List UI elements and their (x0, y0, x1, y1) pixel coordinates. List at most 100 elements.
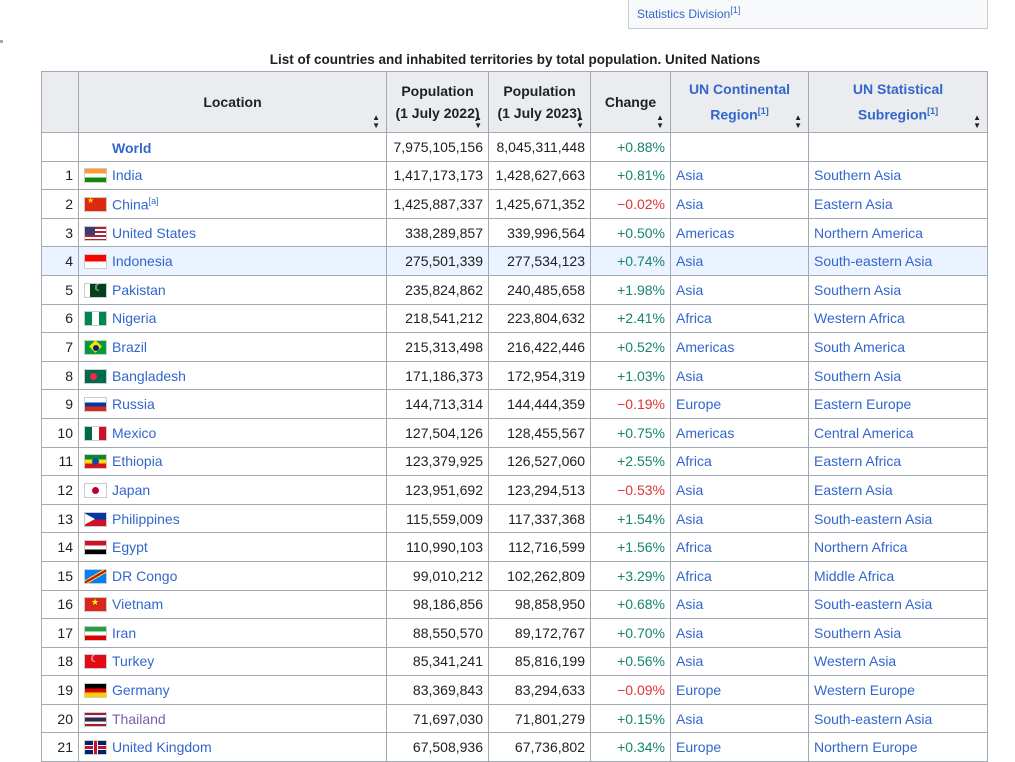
subregion-link[interactable]: Southern Asia (814, 367, 902, 384)
flag-eg-icon[interactable] (84, 540, 107, 556)
country-link[interactable]: India (112, 167, 143, 184)
subregion-link[interactable]: Eastern Asia (814, 195, 893, 212)
country-link[interactable]: Russia (112, 396, 155, 413)
flag-br-icon[interactable] (84, 339, 107, 355)
sort-arrows-icon[interactable]: ▲ ▼ (474, 113, 482, 130)
country-link[interactable]: Nigeria (112, 310, 157, 327)
statistical-subregion-label[interactable]: UN Statistical (852, 81, 944, 98)
subregion-link[interactable]: Southern Asia (814, 167, 902, 184)
subregion-link[interactable]: Central America (814, 424, 914, 441)
country-link[interactable]: China (112, 196, 149, 213)
subregion-link[interactable]: Eastern Africa (814, 453, 902, 470)
statistical-subregion-label-2[interactable]: Subregion (857, 106, 928, 123)
subregion-link[interactable]: South-eastern Asia (814, 710, 933, 727)
subregion-link[interactable]: Northern Africa (814, 539, 908, 556)
region-link[interactable]: Asia (676, 367, 704, 384)
subregion-link[interactable]: South-eastern Asia (814, 510, 933, 527)
flag-de-icon[interactable] (84, 683, 107, 699)
subregion-link[interactable]: Northern Europe (814, 739, 918, 756)
flag-us-icon[interactable] (84, 225, 107, 241)
location-header[interactable]: Location ▲ ▼ (78, 71, 387, 133)
region-link[interactable]: Europe (676, 739, 722, 756)
footnote-ref[interactable]: [a] (148, 195, 159, 206)
flag-tr-icon[interactable] (84, 654, 107, 670)
flag-ng-icon[interactable] (84, 311, 107, 327)
subregion-link[interactable]: Southern Asia (814, 281, 902, 298)
country-link[interactable]: Bangladesh (112, 367, 186, 384)
flag-vn-icon[interactable] (84, 597, 107, 613)
region-link[interactable]: Asia (676, 481, 704, 498)
flag-ph-icon[interactable] (84, 511, 107, 527)
flag-id-icon[interactable] (84, 254, 107, 270)
flag-cn-icon[interactable] (84, 196, 107, 213)
country-link[interactable]: Mexico (112, 424, 157, 441)
country-link[interactable]: United Kingdom (112, 739, 212, 756)
region-link[interactable]: Asia (676, 253, 704, 270)
region-link[interactable]: Asia (676, 653, 704, 670)
region-link[interactable]: Europe (676, 396, 722, 413)
region-link[interactable]: Asia (676, 624, 704, 641)
continental-region-ref[interactable]: [1] (757, 106, 769, 117)
region-link[interactable]: Asia (676, 281, 704, 298)
world-link[interactable]: World (112, 139, 152, 156)
country-link[interactable]: United States (112, 224, 197, 241)
country-link[interactable]: Germany (112, 682, 170, 699)
continental-region-label[interactable]: UN Continental (688, 81, 791, 98)
subregion-link[interactable]: South America (814, 338, 906, 355)
sort-arrows-icon[interactable]: ▲ ▼ (576, 113, 584, 130)
subregion-link[interactable]: Middle Africa (814, 567, 895, 584)
flag-in-icon[interactable] (84, 168, 107, 184)
subregion-link[interactable]: Western Africa (814, 310, 905, 327)
flag-bd-icon[interactable] (84, 368, 107, 384)
flag-mx-icon[interactable] (84, 425, 107, 441)
subregion-link[interactable]: Northern America (814, 224, 923, 241)
subregion-link[interactable]: Southern Asia (814, 624, 902, 641)
sort-arrows-icon[interactable]: ▲ ▼ (656, 113, 664, 130)
statistical-subregion-ref[interactable]: [1] (927, 106, 939, 117)
country-link[interactable]: Ethiopia (112, 453, 163, 470)
country-link[interactable]: Egypt (112, 539, 148, 556)
population-2022-header[interactable]: Population (1 July 2022) ▲ ▼ (386, 71, 489, 133)
subregion-link[interactable]: Eastern Asia (814, 481, 893, 498)
continental-region-header[interactable]: UN Continental Region[1] ▲ ▼ (670, 71, 809, 133)
region-link[interactable]: Asia (676, 596, 704, 613)
country-link[interactable]: Iran (112, 624, 137, 641)
statistical-subregion-header[interactable]: UN Statistical Subregion[1] ▲ ▼ (808, 71, 988, 133)
region-link[interactable]: Africa (676, 567, 712, 584)
flag-ir-icon[interactable] (84, 625, 107, 641)
statistics-division-ref[interactable]: [1] (730, 5, 741, 15)
flag-gb-icon[interactable] (84, 740, 107, 756)
change-header[interactable]: Change ▲ ▼ (590, 71, 671, 133)
country-link[interactable]: DR Congo (112, 567, 178, 584)
country-link[interactable]: Brazil (112, 338, 148, 355)
region-link[interactable]: Africa (676, 539, 712, 556)
flag-jp-icon[interactable] (84, 482, 107, 498)
country-link[interactable]: Vietnam (112, 596, 164, 613)
region-link[interactable]: Asia (676, 167, 704, 184)
region-link[interactable]: Americas (676, 424, 735, 441)
sort-arrows-icon[interactable]: ▲ ▼ (794, 113, 802, 130)
subregion-link[interactable]: South-eastern Asia (814, 253, 933, 270)
flag-th-icon[interactable] (84, 711, 107, 727)
region-link[interactable]: Asia (676, 710, 704, 727)
country-link[interactable]: Turkey (112, 653, 155, 670)
flag-pk-icon[interactable] (84, 282, 107, 298)
statistics-division-link[interactable]: Statistics Division[1] (637, 5, 740, 21)
flag-et-icon[interactable] (84, 454, 107, 470)
population-2023-header[interactable]: Population (1 July 2023) ▲ ▼ (488, 71, 591, 133)
sort-arrows-icon[interactable]: ▲ ▼ (973, 113, 981, 130)
region-link[interactable]: Americas (676, 224, 735, 241)
subregion-link[interactable]: South-eastern Asia (814, 596, 933, 613)
country-link[interactable]: Thailand (112, 710, 166, 727)
region-link[interactable]: Africa (676, 453, 712, 470)
flag-ru-icon[interactable] (84, 397, 107, 413)
region-link[interactable]: Europe (676, 682, 722, 699)
region-link[interactable]: Africa (676, 310, 712, 327)
country-link[interactable]: Indonesia (112, 253, 173, 270)
region-link[interactable]: Asia (676, 510, 704, 527)
subregion-link[interactable]: Western Asia (814, 653, 897, 670)
country-link[interactable]: Pakistan (112, 281, 166, 298)
subregion-link[interactable]: Western Europe (814, 682, 915, 699)
continental-region-label-2[interactable]: Region (710, 106, 758, 123)
country-link[interactable]: Japan (112, 481, 151, 498)
